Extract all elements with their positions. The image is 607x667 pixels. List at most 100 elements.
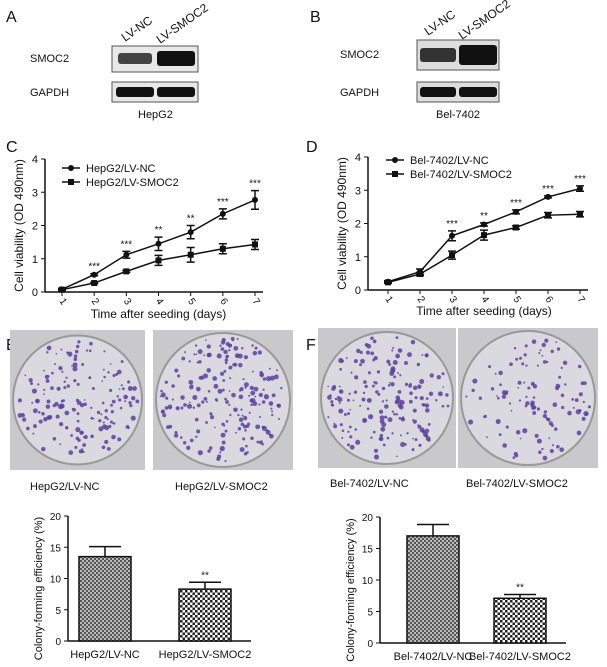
colony (435, 399, 438, 402)
colony (72, 366, 78, 372)
colony (552, 402, 558, 408)
colony (505, 425, 509, 429)
colony (519, 437, 522, 440)
colony (364, 343, 369, 347)
colony (224, 429, 228, 433)
colony (64, 426, 69, 430)
colony (196, 386, 201, 392)
colony (46, 345, 52, 351)
colony-dish-photo (318, 328, 456, 468)
bar (406, 535, 460, 644)
y-tick-label: 4 (32, 154, 38, 166)
data-point (187, 229, 194, 236)
data-point (513, 208, 519, 215)
colony (243, 382, 249, 388)
colony (240, 422, 245, 427)
colony (567, 410, 572, 416)
series-0: HepG2/LV-NC (58, 163, 259, 293)
colony (445, 393, 449, 397)
colony (339, 423, 343, 427)
colony (238, 417, 244, 422)
colony (46, 399, 51, 404)
y-axis-title: Cell viability (OD 490nm) (335, 157, 349, 290)
colony (233, 362, 238, 367)
colony (268, 401, 274, 406)
colony (221, 337, 226, 343)
colony (362, 418, 368, 424)
colony (61, 370, 64, 373)
colony (587, 405, 592, 409)
colony (387, 383, 391, 387)
colony (349, 435, 353, 439)
colony (264, 394, 267, 396)
colony (90, 416, 94, 420)
colony (259, 372, 265, 378)
data-point (123, 251, 130, 258)
colony (235, 431, 237, 434)
colony (56, 386, 61, 391)
legend-label: Bel-7402/LV-SMOC2 (410, 169, 512, 181)
legend-label: HepG2/LV-SMOC2 (86, 177, 179, 189)
colony (424, 403, 430, 408)
colony (219, 371, 225, 376)
colony (66, 384, 70, 388)
colony (202, 373, 209, 379)
colony (102, 368, 105, 371)
colony (414, 438, 418, 442)
colony (352, 399, 355, 402)
legend-marker (392, 157, 398, 163)
y-axis-title: Cell viability (OD 490nm) (12, 159, 26, 292)
colony (233, 345, 239, 351)
colony (499, 383, 502, 387)
colony (334, 397, 338, 401)
colony (251, 344, 254, 347)
colony (268, 367, 271, 370)
band (116, 87, 154, 97)
colony (46, 351, 49, 354)
photo-label: HepG2/LV-SMOC2 (175, 481, 268, 493)
colony (572, 406, 575, 409)
colony (180, 395, 185, 400)
colony (392, 360, 398, 365)
colony (63, 385, 67, 390)
colony (349, 444, 355, 450)
colony (429, 373, 434, 378)
colony (207, 389, 211, 393)
colony (270, 407, 273, 410)
data-point (449, 252, 455, 259)
line-chart-c: 0 1 2 3 4 1 2 3 4 5 6 7 Time after seeding (days) Cel… (12, 154, 263, 321)
colony (89, 341, 93, 346)
significance-marker: *** (217, 197, 229, 208)
x-tick-label: Bel-7402/LV-NC (394, 651, 473, 663)
colony (206, 368, 211, 373)
colony (417, 384, 422, 389)
colony (530, 381, 535, 386)
colony (209, 412, 213, 416)
colony (225, 420, 229, 423)
colony (532, 396, 536, 399)
panel-label-f: F (306, 337, 316, 354)
significance-marker: *** (446, 219, 458, 230)
colony (208, 446, 213, 450)
colony (73, 354, 78, 358)
lane-label: LV-SMOC2 (456, 0, 513, 42)
colony (210, 415, 215, 420)
colony (261, 400, 266, 404)
colony (548, 437, 551, 440)
charts: 0 1 2 3 4 1 2 3 4 5 6 7 Time after seeding (days) Cel… (12, 152, 588, 663)
colony (427, 438, 431, 442)
colony (162, 413, 167, 418)
colony (331, 403, 335, 407)
significance-marker: ** (187, 214, 195, 225)
colony (521, 362, 525, 366)
colony (38, 410, 41, 414)
colony (263, 394, 270, 400)
colony (509, 362, 513, 367)
colony (45, 378, 50, 383)
colony (74, 445, 78, 450)
colony (90, 406, 93, 410)
cell-line-label: HepG2 (138, 109, 173, 121)
colony (104, 439, 109, 445)
colony (553, 427, 558, 431)
panel-label-b: B (310, 9, 321, 26)
